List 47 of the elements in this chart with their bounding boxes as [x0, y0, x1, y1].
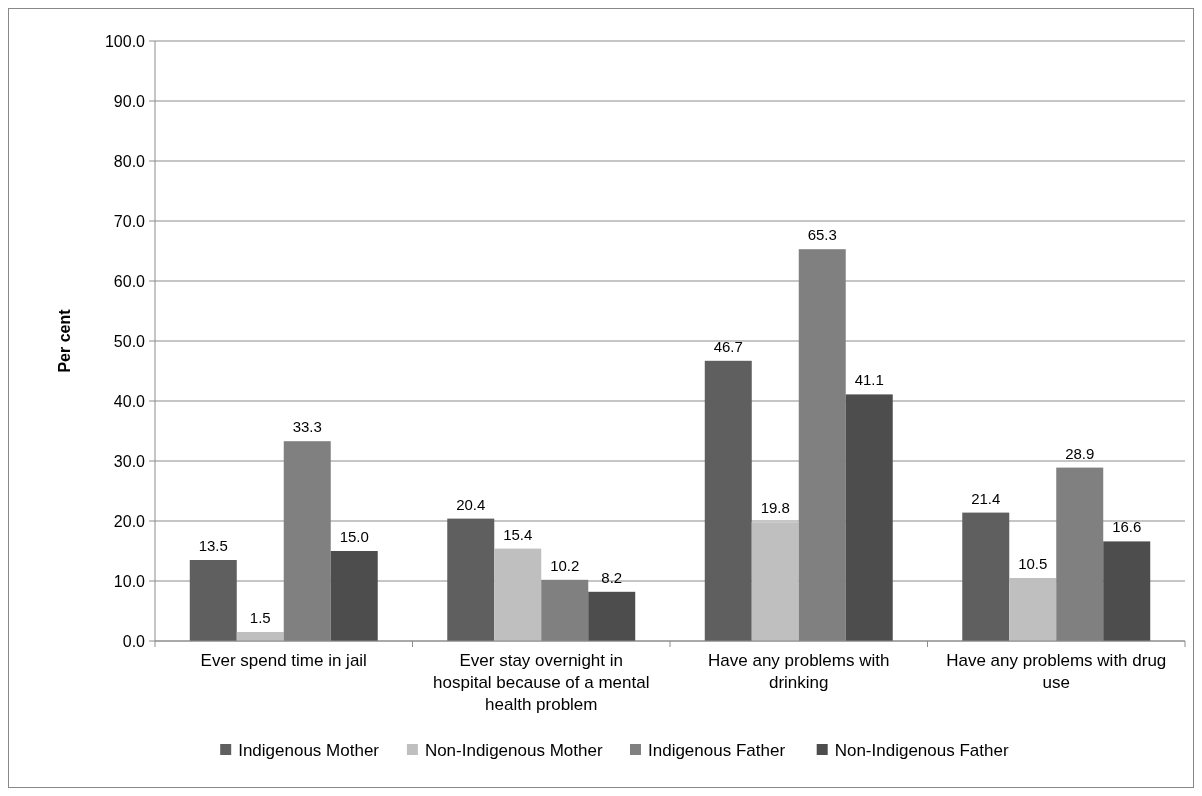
y-tick-label: 100.0 — [104, 32, 146, 50]
data-label: 20.4 — [456, 495, 486, 513]
legend-label: Indigenous Father — [648, 740, 786, 760]
x-tick-label: Have any problems with drinking — [708, 651, 890, 692]
legend-label: Non-Indigenous Father — [834, 740, 1009, 760]
bar — [588, 591, 636, 641]
bar — [494, 548, 542, 641]
data-label: 28.9 — [1065, 444, 1095, 462]
y-tick-label: 90.0 — [113, 92, 146, 110]
data-label: 10.2 — [550, 556, 580, 574]
y-tick-label: 30.0 — [113, 452, 146, 470]
bar — [751, 522, 799, 641]
data-label: 8.2 — [601, 568, 623, 586]
bar — [1103, 541, 1151, 641]
data-label: 16.6 — [1112, 518, 1142, 536]
y-tick-label: 80.0 — [113, 152, 146, 170]
bar — [1009, 578, 1057, 641]
data-label: 41.1 — [854, 371, 884, 389]
legend-label: Indigenous Mother — [238, 740, 380, 760]
y-tick-label: 0.0 — [122, 632, 146, 650]
data-label: 10.5 — [1018, 555, 1048, 572]
legend-label: Non-Indigenous Mother — [424, 740, 603, 760]
data-label: 19.8 — [760, 499, 790, 517]
y-tick-label: 50.0 — [113, 332, 146, 350]
data-label: 1.5 — [249, 609, 271, 626]
bar — [330, 551, 378, 641]
bar — [962, 512, 1010, 641]
y-tick-label: 60.0 — [113, 272, 146, 290]
data-label: 65.3 — [807, 226, 837, 244]
data-label: 33.3 — [292, 418, 322, 436]
bar — [845, 394, 893, 641]
data-label: 15.4 — [503, 525, 533, 543]
y-tick-label: 10.0 — [113, 572, 146, 590]
y-axis-title: Per cent — [56, 308, 73, 373]
x-tick-label: Ever spend time in jail — [200, 651, 367, 670]
y-tick-label: 70.0 — [113, 212, 146, 230]
data-label: 13.5 — [198, 537, 228, 554]
data-label: 21.4 — [971, 489, 1001, 507]
y-tick-label: 20.0 — [113, 512, 146, 530]
x-tick-label: Ever stay overnight in hospital because of a mental health problem — [433, 651, 650, 714]
data-label: 46.7 — [713, 337, 743, 355]
data-label: 15.0 — [339, 528, 369, 545]
y-tick-label: 40.0 — [113, 392, 146, 410]
bar — [447, 518, 495, 641]
x-tick-label: Have any problems with drug use — [946, 651, 1167, 692]
bar — [189, 560, 237, 641]
bar — [704, 360, 752, 641]
